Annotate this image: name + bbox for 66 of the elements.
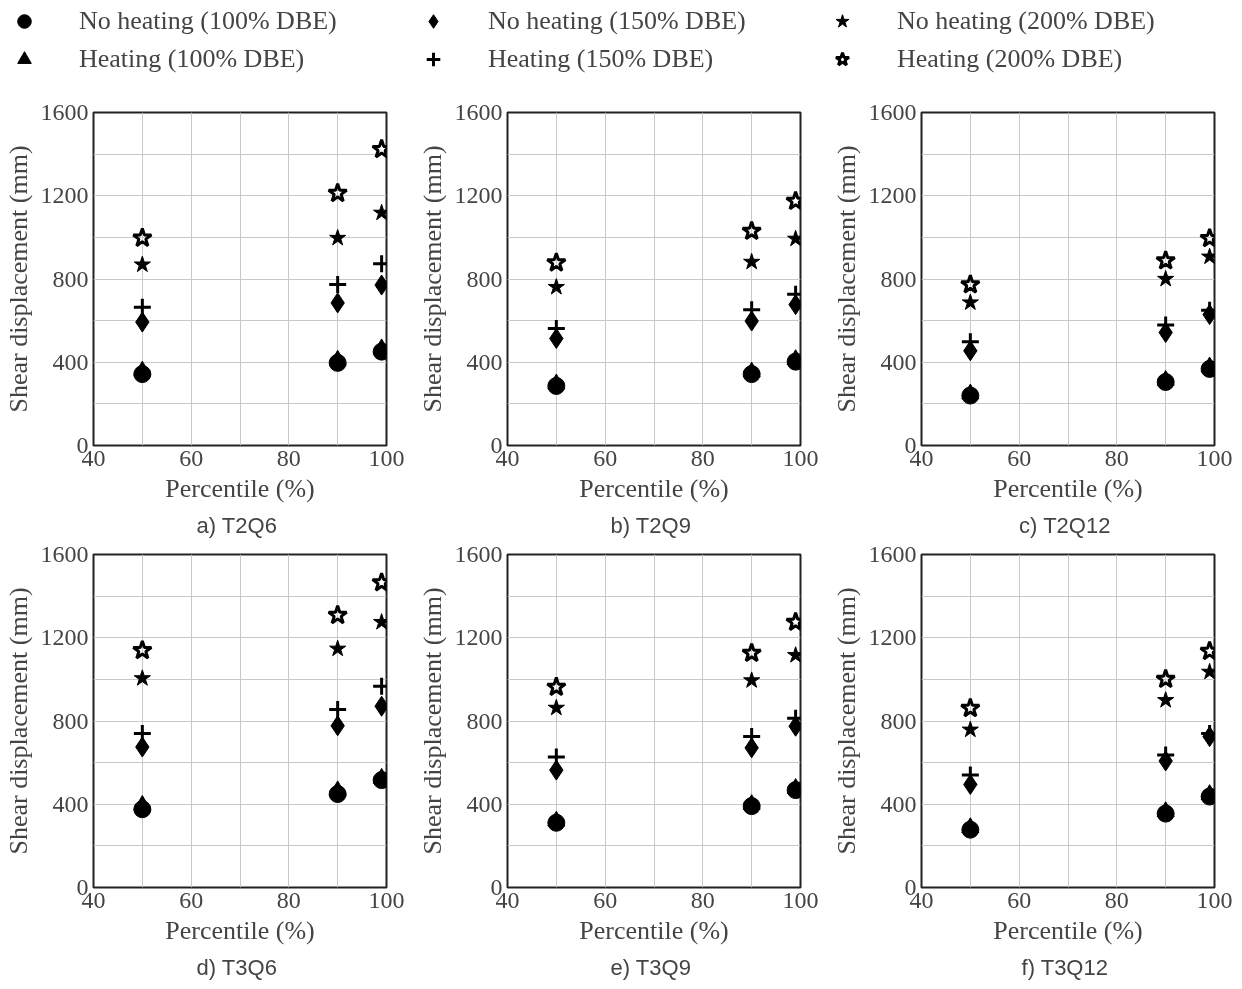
y-tick-label: 400 [52, 790, 89, 817]
x-axis-title: Percentile (%) [165, 915, 315, 945]
y-axis-title: Shear displacement (mm) [831, 145, 861, 413]
x-tick-label: 80 [1104, 444, 1129, 471]
y-axis-title: Shear displacement (mm) [417, 145, 447, 413]
x-tick-label: 60 [179, 886, 204, 913]
y-tick-label: 800 [880, 707, 917, 734]
text: a) T2Q6 [196, 512, 277, 538]
legend-label: No heating (150% DBE) [488, 6, 747, 36]
x-tick-label: 80 [276, 444, 301, 471]
x-tick-label: 100 [368, 444, 405, 471]
x-axis-title: Percentile (%) [165, 473, 315, 503]
y-tick-label: 1600 [454, 541, 503, 567]
legend-label: No heating (200% DBE) [897, 6, 1156, 36]
y-axis-title: Shear displacement (mm) [417, 587, 447, 855]
y-tick-label: 400 [52, 348, 89, 375]
y-tick-label: 800 [880, 265, 917, 292]
text: c) T2Q12 [1019, 512, 1111, 538]
y-tick-label: 1600 [40, 541, 89, 567]
legend-label: Heating (150% DBE) [488, 44, 715, 74]
x-axis-title: Percentile (%) [993, 915, 1143, 945]
x-tick-label: 80 [690, 886, 715, 913]
x-tick-label: 60 [593, 444, 618, 471]
y-tick-label: 1600 [40, 99, 89, 125]
y-tick-label: 1600 [454, 99, 503, 125]
y-tick-label: 1200 [40, 624, 89, 651]
y-tick-label: 1200 [454, 624, 503, 651]
legend-label: Heating (100% DBE) [79, 44, 306, 74]
x-tick-label: 100 [1196, 444, 1233, 471]
x-tick-label: 60 [179, 444, 204, 471]
x-tick-label: 60 [1007, 444, 1032, 471]
y-tick-label: 1200 [454, 182, 503, 209]
x-tick-label: 60 [1007, 886, 1032, 913]
x-tick-label: 100 [782, 444, 819, 471]
y-axis-title: Shear displacement (mm) [3, 145, 33, 413]
y-tick-label: 400 [466, 348, 503, 375]
y-axis-title: Shear displacement (mm) [3, 587, 33, 855]
y-tick-label: 1600 [868, 99, 917, 125]
legend-label: Heating (200% DBE) [897, 44, 1124, 74]
y-tick-label: 1600 [868, 541, 917, 567]
x-tick-label: 80 [690, 444, 715, 471]
x-axis-title: Percentile (%) [579, 473, 729, 503]
y-tick-label: 800 [52, 707, 89, 734]
x-tick-label: 80 [1104, 886, 1129, 913]
text: d) T3Q6 [196, 954, 277, 980]
x-tick-label: 100 [782, 886, 819, 913]
y-tick-label: 1200 [40, 182, 89, 209]
x-tick-label: 60 [593, 886, 618, 913]
text: b) T2Q9 [610, 512, 691, 538]
y-tick-label: 400 [880, 348, 917, 375]
y-tick-label: 800 [52, 265, 89, 292]
y-tick-label: 400 [466, 790, 503, 817]
x-tick-label: 100 [1196, 886, 1233, 913]
y-tick-label: 800 [466, 265, 503, 292]
legend-label: No heating (100% DBE) [79, 6, 338, 36]
text: e) T3Q9 [610, 954, 691, 980]
y-tick-label: 1200 [868, 182, 917, 209]
x-axis-title: Percentile (%) [993, 473, 1143, 503]
x-tick-label: 80 [276, 886, 301, 913]
y-tick-label: 400 [880, 790, 917, 817]
y-axis-title: Shear displacement (mm) [831, 587, 861, 855]
text: f) T3Q12 [1021, 954, 1108, 980]
x-axis-title: Percentile (%) [579, 915, 729, 945]
x-tick-label: 100 [368, 886, 405, 913]
y-tick-label: 1200 [868, 624, 917, 651]
y-tick-label: 800 [466, 707, 503, 734]
